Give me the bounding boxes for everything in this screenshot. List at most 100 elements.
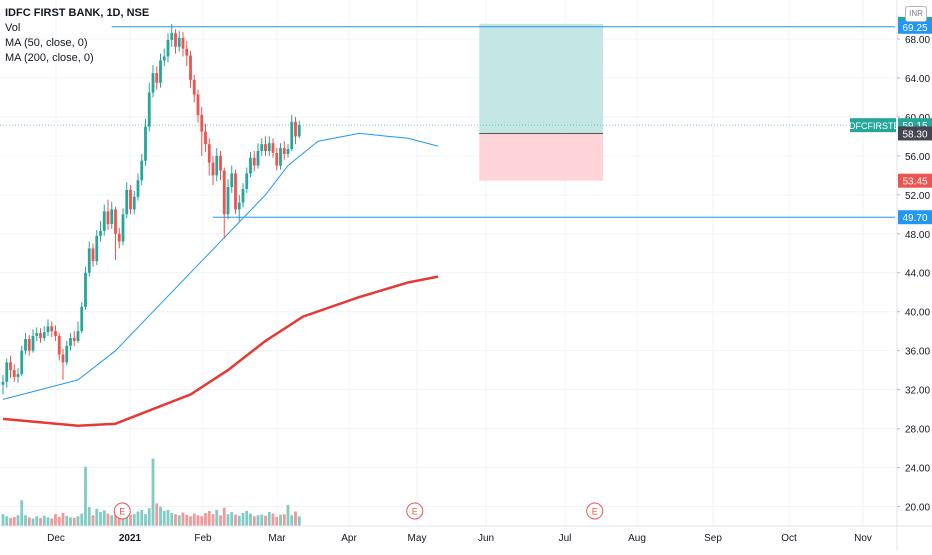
candle-body — [65, 345, 69, 363]
volume-bar — [196, 515, 200, 526]
symbol-title[interactable]: IDFC FIRST BANK, 1D, NSE — [5, 7, 150, 19]
candle-body — [166, 39, 170, 57]
volume-bar — [125, 512, 129, 526]
volume-bar — [230, 512, 234, 526]
earnings-marker — [113, 502, 131, 520]
volume-bar — [151, 458, 155, 526]
x-tick-label: Oct — [781, 533, 797, 544]
volume-bar — [106, 513, 110, 526]
volume-bar — [80, 513, 84, 526]
candle-body — [106, 211, 110, 225]
candle-body — [87, 248, 91, 273]
ma50-indicator-label[interactable]: MA (50, close, 0) — [5, 37, 88, 49]
volume-bar — [140, 509, 144, 526]
volume-bar — [237, 515, 241, 526]
candle-body — [76, 331, 80, 341]
volume-bar — [102, 510, 106, 526]
x-tick-label: Nov — [854, 533, 872, 544]
volume-bar — [200, 516, 204, 526]
volume-bar — [192, 513, 196, 526]
x-tick-label: 2021 — [119, 533, 142, 544]
ma50-line — [2, 132, 439, 400]
candle-body — [264, 144, 267, 151]
candle-body — [46, 326, 50, 333]
candle-body — [219, 155, 222, 171]
y-tick-label: 40.00 — [905, 308, 930, 319]
price-label-text: 69.25 — [902, 23, 927, 34]
y-tick-label: 28.00 — [905, 425, 930, 436]
candle-body — [155, 73, 159, 83]
candle-body — [204, 131, 207, 145]
volume-bar — [189, 516, 192, 526]
y-tick-label: 32.00 — [905, 386, 930, 397]
candle-body — [129, 189, 132, 210]
volume-bar — [20, 500, 24, 526]
ma200-indicator-label[interactable]: MA (200, close, 0) — [5, 52, 94, 64]
volume-bar — [215, 509, 219, 526]
x-tick-label: Feb — [194, 533, 212, 544]
candle-body — [24, 338, 27, 351]
candle-body — [27, 338, 31, 351]
volume-bar — [50, 518, 54, 526]
candle-body — [162, 56, 166, 61]
candle-body — [114, 209, 117, 234]
volume-bar — [297, 516, 301, 526]
price-label-tag — [898, 19, 932, 34]
candle-body — [12, 370, 16, 377]
volume-bar — [132, 514, 136, 526]
candle-body — [297, 125, 301, 137]
symbol-tag — [850, 118, 896, 133]
volume-bar — [256, 515, 260, 526]
candle-body — [20, 350, 24, 375]
candle-body — [110, 209, 114, 225]
y-tick-label: 52.00 — [905, 191, 930, 202]
candle-body — [69, 338, 72, 346]
candle-body — [230, 173, 234, 188]
currency-badge[interactable]: INR — [905, 6, 927, 22]
candle-body — [196, 94, 200, 115]
y-tick-label: 64.00 — [905, 74, 930, 85]
candle-body — [275, 152, 279, 166]
volume-bar — [12, 516, 16, 526]
price-label-text: 49.70 — [902, 213, 927, 224]
candle-body — [177, 37, 181, 47]
candle-body — [136, 180, 140, 197]
candle-body — [185, 48, 189, 56]
volume-bar — [144, 514, 147, 526]
candle-body — [95, 235, 99, 262]
earnings-marker — [586, 502, 604, 520]
volume-bar — [204, 513, 207, 526]
candle-body — [245, 173, 249, 189]
volume-bar — [54, 514, 57, 526]
candle-body — [174, 33, 177, 47]
volume-bar — [24, 515, 27, 526]
volume-bar — [181, 512, 185, 526]
volume-bar — [136, 511, 140, 526]
volume-indicator-label[interactable]: Vol — [5, 22, 21, 34]
volume-bar — [35, 516, 39, 526]
candle-body — [91, 248, 95, 262]
candle-body — [102, 211, 106, 231]
candle-body — [192, 79, 196, 95]
volume-bar — [275, 516, 279, 526]
candle-body — [189, 55, 192, 80]
volume-bar — [166, 509, 170, 526]
x-tick-label: Dec — [47, 533, 65, 544]
candle-body — [252, 157, 256, 166]
volume-bar — [234, 514, 237, 526]
x-tick-label: Mar — [268, 533, 286, 544]
candle-body — [99, 230, 102, 236]
price-label-tag — [898, 210, 932, 225]
symbol-tag-label: IDFCFIRSTB — [847, 121, 900, 131]
candle-body — [256, 150, 260, 166]
volume-bar — [5, 516, 9, 526]
volume-bar — [114, 509, 117, 526]
volume-bar — [9, 517, 12, 526]
volume-bar — [267, 512, 271, 526]
price-label-tag — [898, 173, 932, 188]
candle-body — [39, 333, 42, 339]
candle-body — [121, 214, 125, 242]
candle-body — [151, 73, 155, 93]
volume-bar — [155, 503, 159, 526]
